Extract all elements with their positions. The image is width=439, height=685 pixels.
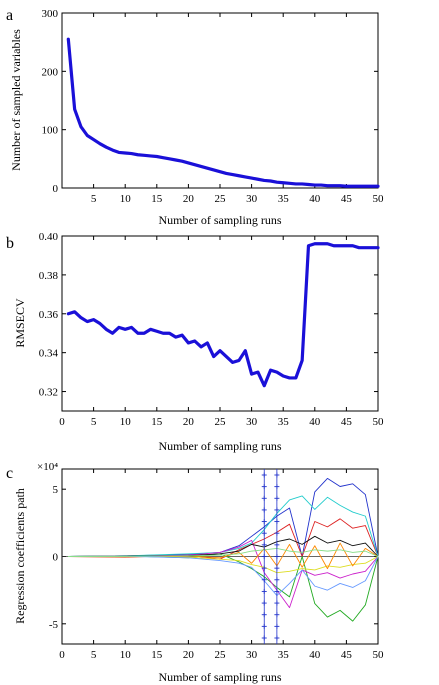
x-tick-label: 30	[246, 193, 258, 205]
series-line-c-9	[67, 547, 379, 557]
y-tick-label: -5	[49, 619, 59, 631]
series-line-c-0	[67, 477, 379, 557]
x-tick-label: 35	[278, 193, 290, 205]
x-tick-label: 25	[215, 416, 227, 428]
y-tick-label: 0.38	[39, 270, 59, 282]
x-tick-label: 40	[309, 649, 321, 661]
y-tick-label: 0.32	[39, 387, 58, 399]
panel-a-xlabel: Number of sampling runs	[159, 213, 282, 227]
panel-a-letter: a	[6, 7, 13, 24]
y-tick-label: 0	[53, 183, 59, 195]
x-tick-label: 35	[278, 416, 290, 428]
panel-a-axes	[61, 12, 379, 189]
series-line-b-0	[66, 242, 380, 388]
x-tick-label: 15	[151, 416, 163, 428]
x-tick-label: 45	[341, 416, 353, 428]
x-tick-label: 0	[59, 649, 65, 661]
panel-c: c ×10⁴ 0 5 10 15 20 25 30 35 40 45 50 -5 0 5 Number o…	[6, 461, 384, 684]
panel-c-exponent: ×10⁴	[37, 461, 58, 473]
panel-b-axes	[61, 235, 379, 412]
x-tick-label: 45	[341, 649, 353, 661]
panel-c-letter: c	[6, 465, 13, 482]
y-tick-label: 200	[42, 66, 59, 78]
x-tick-label: 50	[373, 649, 385, 661]
series-line-c-8	[67, 555, 379, 596]
panel-b: b 0 5 10 15 20 25 30 35 40 45 50 0.32 0.34 0.36 0.38 0.…	[6, 231, 384, 453]
y-tick-label: 0.40	[39, 231, 59, 243]
series-line-c-3	[67, 495, 379, 557]
y-tick-label: 100	[42, 125, 59, 137]
x-tick-label: 45	[341, 193, 353, 205]
x-tick-label: 35	[278, 649, 290, 661]
series-line-c-5	[67, 555, 379, 574]
series-line-c-4	[67, 539, 379, 609]
x-tick-label: 10	[120, 416, 132, 428]
panel-b-ylabel: RMSECV	[13, 298, 27, 348]
panel-c-ylabel: Regression coefficients path	[13, 488, 27, 624]
x-tick-label: 10	[120, 193, 132, 205]
x-tick-label: 15	[151, 649, 163, 661]
panel-a-ylabel: Number of sampled variables	[9, 29, 23, 171]
y-tick-label: 5	[53, 484, 59, 496]
series-line-a-0	[66, 37, 380, 188]
series-line-c-6	[67, 535, 379, 557]
x-tick-label: 30	[246, 416, 258, 428]
x-tick-label: 5	[91, 649, 97, 661]
x-tick-label: 40	[309, 416, 321, 428]
x-tick-label: 25	[215, 649, 227, 661]
x-tick-label: 0	[59, 416, 65, 428]
y-tick-label: 0	[53, 552, 59, 564]
series-line-c-7	[67, 542, 379, 570]
x-tick-label: 50	[373, 193, 385, 205]
x-tick-label: 20	[183, 193, 195, 205]
x-tick-label: 50	[373, 416, 385, 428]
y-tick-label: 0.34	[39, 348, 59, 360]
panel-b-xlabel: Number of sampling runs	[159, 439, 282, 453]
panel-c-xlabel: Number of sampling runs	[159, 670, 282, 684]
x-tick-label: 40	[309, 193, 321, 205]
x-tick-label: 20	[183, 416, 195, 428]
x-tick-label: 20	[183, 649, 195, 661]
x-tick-label: 5	[91, 416, 97, 428]
x-tick-label: 30	[246, 649, 258, 661]
y-tick-label: 0.36	[39, 309, 59, 321]
x-tick-label: 25	[215, 193, 227, 205]
y-tick-label: 300	[42, 8, 59, 20]
panel-b-letter: b	[6, 235, 14, 252]
x-tick-label: 10	[120, 649, 132, 661]
panel-a: a 5 10 15 20 25 30 35 40 45 50 0 100 200 300 Number o…	[6, 7, 384, 227]
x-tick-label: 5	[91, 193, 97, 205]
x-tick-label: 15	[151, 193, 163, 205]
